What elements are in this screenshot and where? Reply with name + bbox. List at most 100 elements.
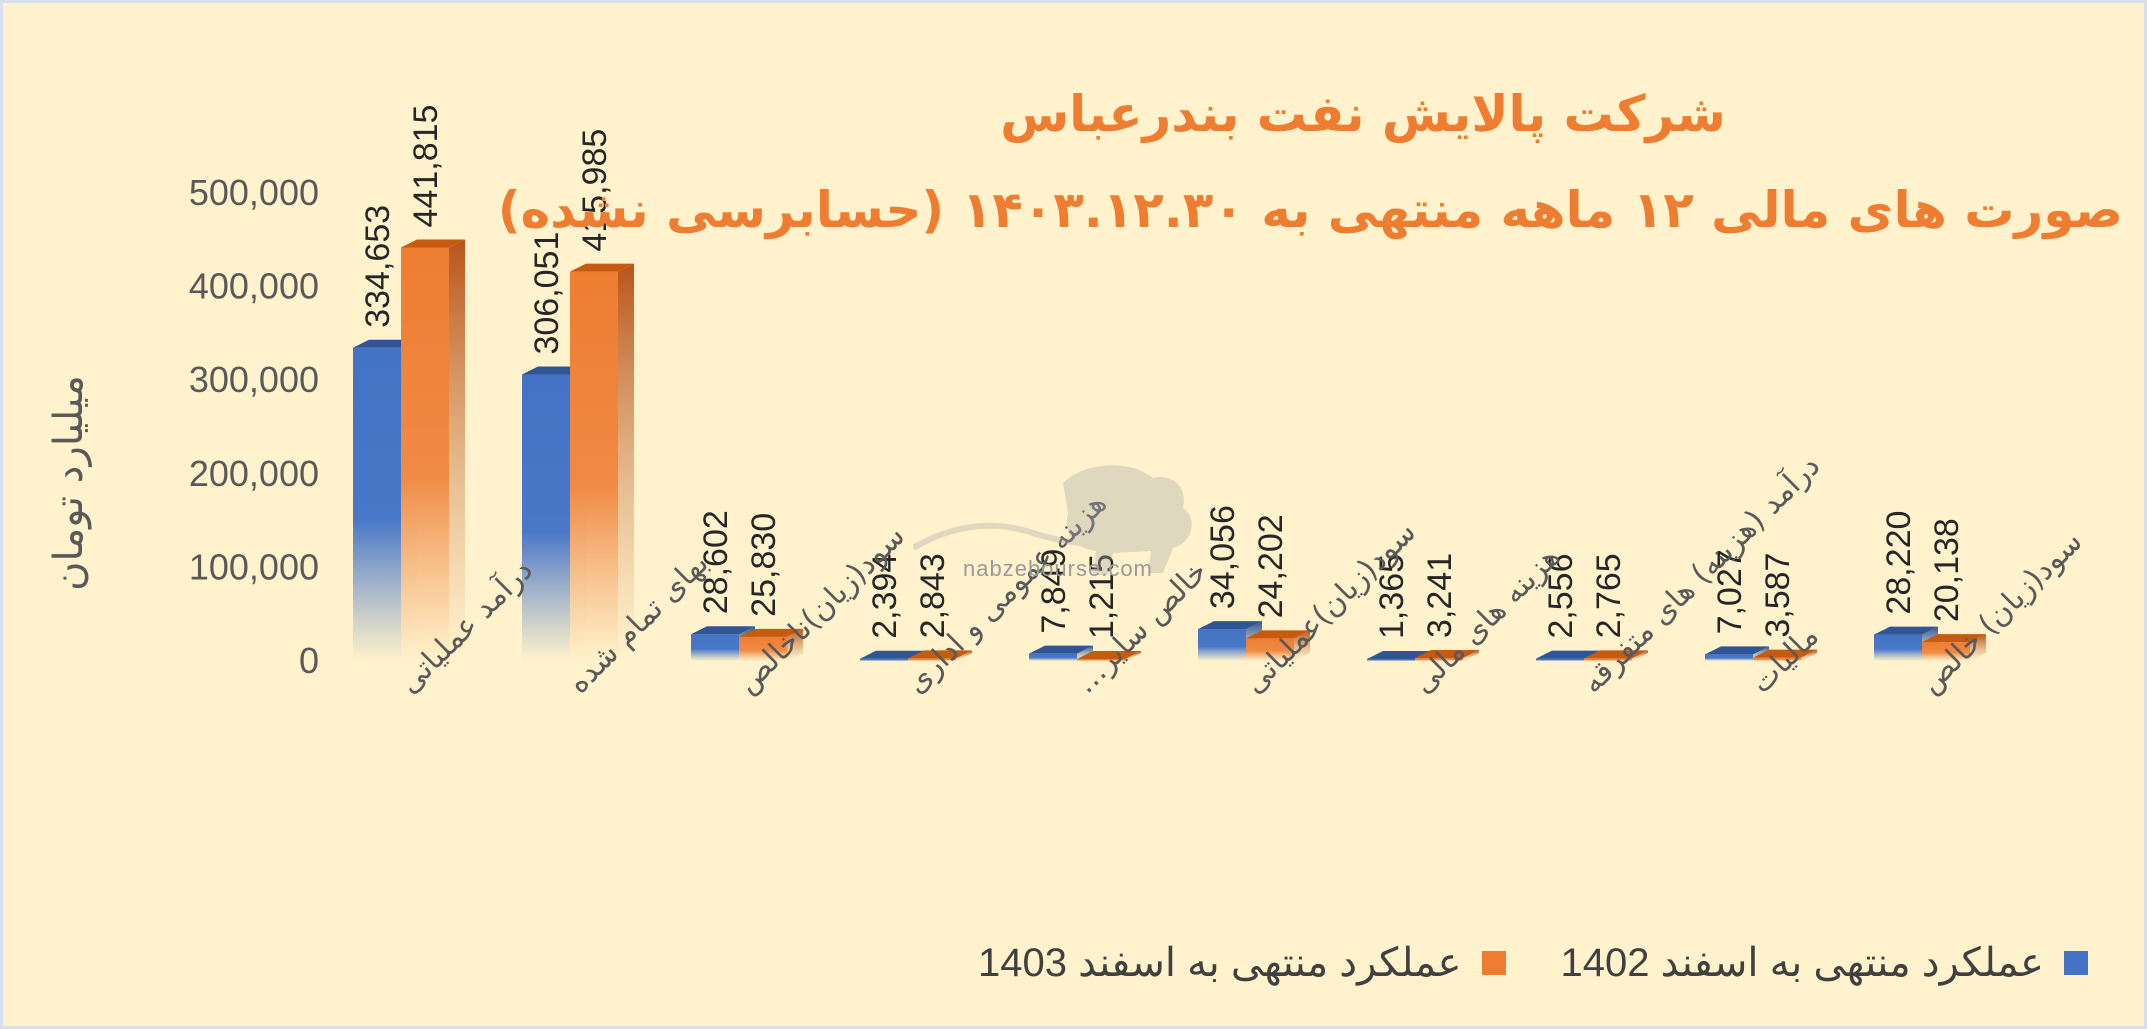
- bar-side: [1125, 651, 1141, 661]
- bar-1403: [1246, 630, 1310, 661]
- bar-1403: [739, 628, 803, 661]
- chart-subtitle: صورت های مالی ۱۲ ماهه منتهی به ۱۴۰۳.۱۲.۳…: [497, 181, 2123, 239]
- y-axis: 0 100,000 200,000 300,000 400,000 500,000: [189, 172, 319, 681]
- bar-top: [908, 650, 972, 659]
- legend-swatch-orange-icon: [1481, 951, 1506, 975]
- bar-top: [691, 626, 755, 635]
- data-label: 3,241: [1421, 553, 1459, 638]
- bar-front: [1077, 659, 1125, 661]
- bar-side: [1970, 634, 1986, 661]
- bar-top: [1874, 626, 1938, 635]
- legend-item-1402: عملکرد منتهی به اسفند 1402: [1560, 940, 2088, 986]
- data-label: 24,202: [1252, 514, 1290, 618]
- bar-top: [1922, 634, 1986, 643]
- y-tick-label: 100,000: [189, 546, 319, 587]
- bar-chart: 0 100,000 200,000 300,000 400,000 500,000 334…: [189, 105, 2089, 701]
- bar-front: [522, 374, 570, 661]
- data-label: 1,215: [1083, 554, 1121, 639]
- bar-top: [739, 628, 803, 637]
- bar-top: [1198, 621, 1262, 630]
- bar-front: [1536, 658, 1584, 661]
- data-label: 2,765: [1590, 553, 1628, 638]
- bar-front: [353, 347, 401, 661]
- bar-top: [1584, 650, 1648, 659]
- bar-front: [1874, 634, 1922, 661]
- bar-front: [1584, 658, 1632, 661]
- watermark-text: nabzebourse.com: [963, 556, 1153, 581]
- bar-1403: [1077, 651, 1141, 661]
- bar-side: [956, 650, 972, 661]
- data-label: 1,365: [1373, 554, 1411, 639]
- bar-1403: [1415, 649, 1479, 661]
- bar-top: [401, 239, 465, 248]
- data-label: 2,556: [1542, 554, 1580, 639]
- bar-front: [1705, 654, 1753, 661]
- bar-1403: [1753, 649, 1817, 661]
- y-tick-label: 400,000: [189, 266, 319, 307]
- data-label: 2,843: [914, 553, 952, 638]
- bar-front: [1029, 653, 1077, 661]
- bar-front: [739, 636, 787, 661]
- data-label: 7,027: [1711, 549, 1749, 634]
- bar-top: [1246, 630, 1310, 639]
- bar-top: [1077, 651, 1141, 659]
- bar-side: [1294, 630, 1310, 661]
- y-axis-label: میلیارد تومان: [46, 375, 92, 591]
- data-label: 28,602: [697, 510, 735, 614]
- bar-top: [1415, 649, 1479, 658]
- legend-swatch-blue-icon: [2064, 951, 2088, 975]
- bar-front: [1246, 638, 1294, 661]
- data-label: 28,220: [1880, 511, 1918, 615]
- data-label: 306,051: [528, 232, 566, 355]
- y-tick-label: 0: [299, 640, 319, 681]
- bar-side: [1632, 650, 1648, 661]
- bar-side: [449, 239, 465, 661]
- data-label: 334,653: [359, 205, 397, 328]
- bar-front: [908, 658, 956, 661]
- bars: [353, 239, 1986, 661]
- bar-front: [860, 658, 908, 661]
- bar-top: [570, 263, 634, 272]
- bar-1403: [570, 263, 634, 661]
- bar-front: [570, 271, 618, 661]
- bar-front: [691, 634, 739, 661]
- y-tick-label: 200,000: [189, 453, 319, 494]
- bar-top: [860, 650, 924, 659]
- bar-front: [1922, 642, 1970, 661]
- legend: عملکرد منتهی به اسفند 1403 عملکرد منتهی …: [978, 933, 2088, 993]
- bar-1403: [908, 650, 972, 661]
- chart-title: شرکت پالایش نفت بندرعباس: [1000, 85, 1726, 143]
- data-label: 25,830: [745, 513, 783, 617]
- bar-top: [1753, 649, 1817, 658]
- y-tick-label: 500,000: [189, 172, 319, 213]
- data-label: 415,985: [576, 129, 614, 252]
- bar-side: [787, 628, 803, 661]
- data-label: 2,394: [866, 554, 904, 639]
- bar-side: [1801, 649, 1817, 661]
- data-label: 3,587: [1759, 553, 1797, 638]
- data-label: 441,815: [407, 105, 445, 228]
- legend-item-1403: عملکرد منتهی به اسفند 1403: [978, 940, 1506, 986]
- data-label: 34,056: [1204, 505, 1242, 609]
- bar-side: [1463, 649, 1479, 661]
- legend-label-1402: عملکرد منتهی به اسفند 1402: [1560, 941, 2045, 985]
- bar-1403: [401, 239, 465, 661]
- y-tick-label: 300,000: [189, 359, 319, 400]
- bar-front: [401, 247, 449, 661]
- watermark-logo-icon: [913, 465, 1192, 575]
- bar-1403: [1584, 650, 1648, 661]
- bar-side: [618, 263, 634, 661]
- bar-top: [1367, 651, 1431, 659]
- data-label: 7,849: [1035, 549, 1073, 634]
- data-labels: 334,653 441,815 306,051 415,985 28,602 25,830…: [359, 105, 1966, 639]
- data-label: 20,138: [1928, 518, 1966, 622]
- bar-front: [1753, 657, 1801, 661]
- bar-front: [1198, 629, 1246, 661]
- legend-label-1403: عملکرد منتهی به اسفند 1403: [978, 941, 1462, 985]
- bar-front: [1367, 659, 1415, 661]
- bar-top: [1705, 646, 1769, 655]
- bar-front: [1415, 657, 1463, 661]
- bar-top: [1029, 645, 1093, 654]
- bar-top: [1536, 650, 1600, 659]
